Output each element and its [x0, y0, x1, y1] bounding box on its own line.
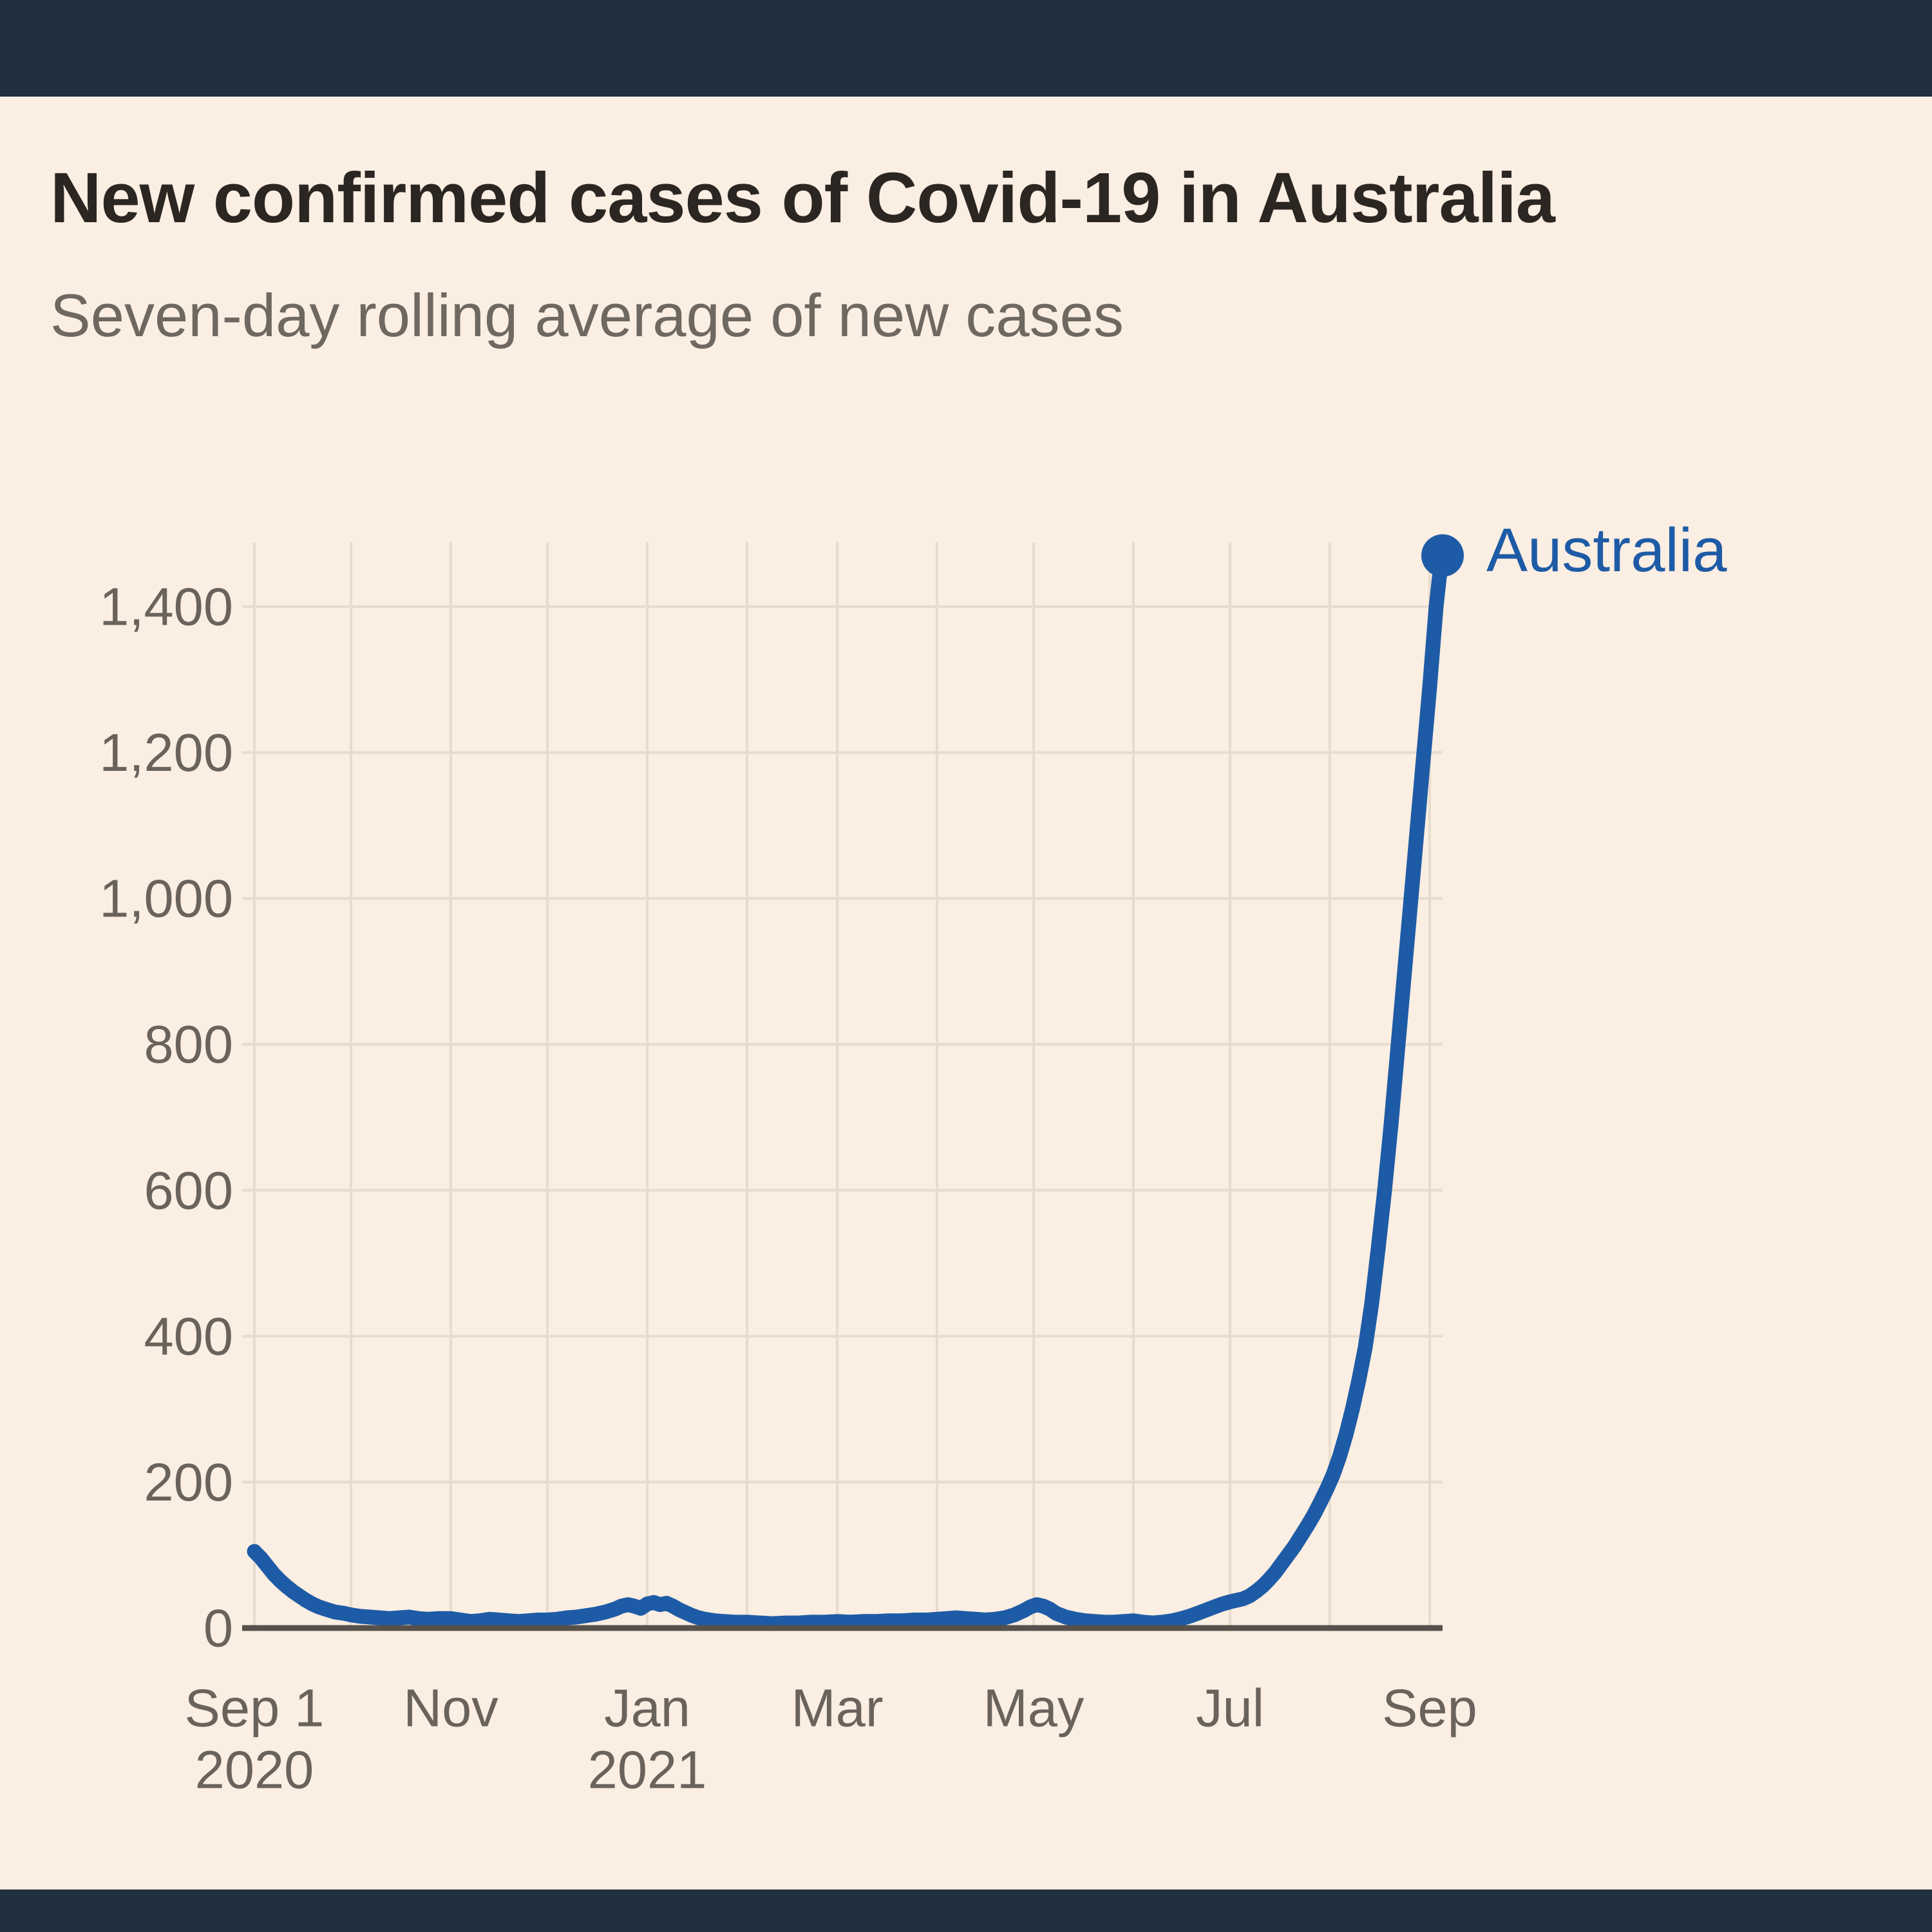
- series-label: Australia: [1486, 516, 1727, 585]
- y-tick-label: 200: [144, 1452, 233, 1512]
- series-endpoint-dot: [1421, 534, 1464, 577]
- x-tick-label: Jul: [1196, 1678, 1264, 1738]
- y-tick-label: 0: [204, 1598, 233, 1658]
- x-tick-label: Sep: [1382, 1678, 1477, 1738]
- x-tick-label: Sep 1: [185, 1678, 325, 1738]
- series-line: [247, 548, 1450, 1631]
- x-tick-label: Nov: [403, 1678, 498, 1738]
- y-tick-label: 1,200: [99, 723, 233, 782]
- x-tick-label: Mar: [791, 1678, 884, 1738]
- top-bar: [0, 0, 1932, 97]
- y-tick-label: 1,400: [99, 576, 233, 636]
- y-tick-label: 600: [144, 1160, 233, 1220]
- x-tick-label: May: [983, 1678, 1084, 1738]
- x-tick-year-label: 2020: [195, 1740, 314, 1800]
- chart-subtitle: Seven-day rolling average of new cases: [50, 281, 1124, 349]
- y-tick-label: 400: [144, 1306, 233, 1366]
- bottom-bar: [0, 1889, 1932, 1932]
- x-tick-year-label: 2021: [588, 1740, 707, 1800]
- chart-title: New confirmed cases of Covid-19 in Austr…: [50, 158, 1555, 238]
- y-tick-label: 800: [144, 1014, 233, 1074]
- y-tick-label: 1,000: [99, 869, 233, 929]
- x-tick-label: Jan: [604, 1678, 690, 1738]
